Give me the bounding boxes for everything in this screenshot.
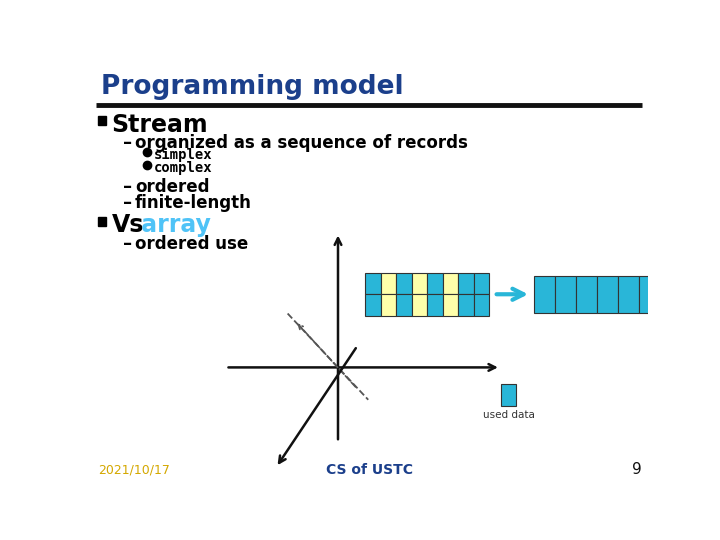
Bar: [458, 273, 474, 294]
Bar: [597, 276, 618, 313]
Bar: [396, 294, 412, 316]
Text: ordered: ordered: [135, 178, 210, 196]
Bar: [412, 294, 427, 316]
Bar: [443, 273, 458, 294]
Bar: [639, 276, 660, 313]
Bar: [427, 294, 443, 316]
Text: array: array: [132, 213, 210, 238]
Bar: [576, 276, 597, 313]
Bar: [443, 294, 458, 316]
Bar: [381, 294, 396, 316]
Text: 2021/10/17: 2021/10/17: [98, 464, 170, 477]
Text: organized as a sequence of records: organized as a sequence of records: [135, 134, 468, 152]
Bar: [555, 276, 576, 313]
Bar: [474, 273, 489, 294]
Bar: [534, 276, 555, 313]
Bar: [412, 273, 427, 294]
Text: Programming model: Programming model: [101, 74, 403, 100]
Bar: [365, 273, 381, 294]
Text: complex: complex: [153, 161, 212, 175]
Bar: [365, 294, 381, 316]
Text: Stream: Stream: [112, 112, 208, 137]
Bar: [500, 384, 516, 406]
Text: –: –: [122, 178, 132, 196]
Bar: [474, 294, 489, 316]
Bar: [458, 294, 474, 316]
Text: –: –: [122, 194, 132, 212]
Text: 9: 9: [632, 462, 642, 477]
Text: ordered use: ordered use: [135, 235, 248, 253]
Bar: [680, 276, 701, 313]
Text: simplex: simplex: [153, 148, 212, 162]
Text: used data: used data: [482, 410, 534, 420]
Text: finite-length: finite-length: [135, 194, 252, 212]
Bar: [660, 276, 680, 313]
Text: CS of USTC: CS of USTC: [325, 463, 413, 477]
Text: Vs: Vs: [112, 213, 144, 238]
Bar: [98, 217, 107, 226]
Bar: [98, 117, 107, 125]
Bar: [618, 276, 639, 313]
Bar: [381, 273, 396, 294]
Bar: [427, 273, 443, 294]
Bar: [396, 273, 412, 294]
Text: –: –: [122, 134, 132, 152]
Text: –: –: [122, 235, 132, 253]
